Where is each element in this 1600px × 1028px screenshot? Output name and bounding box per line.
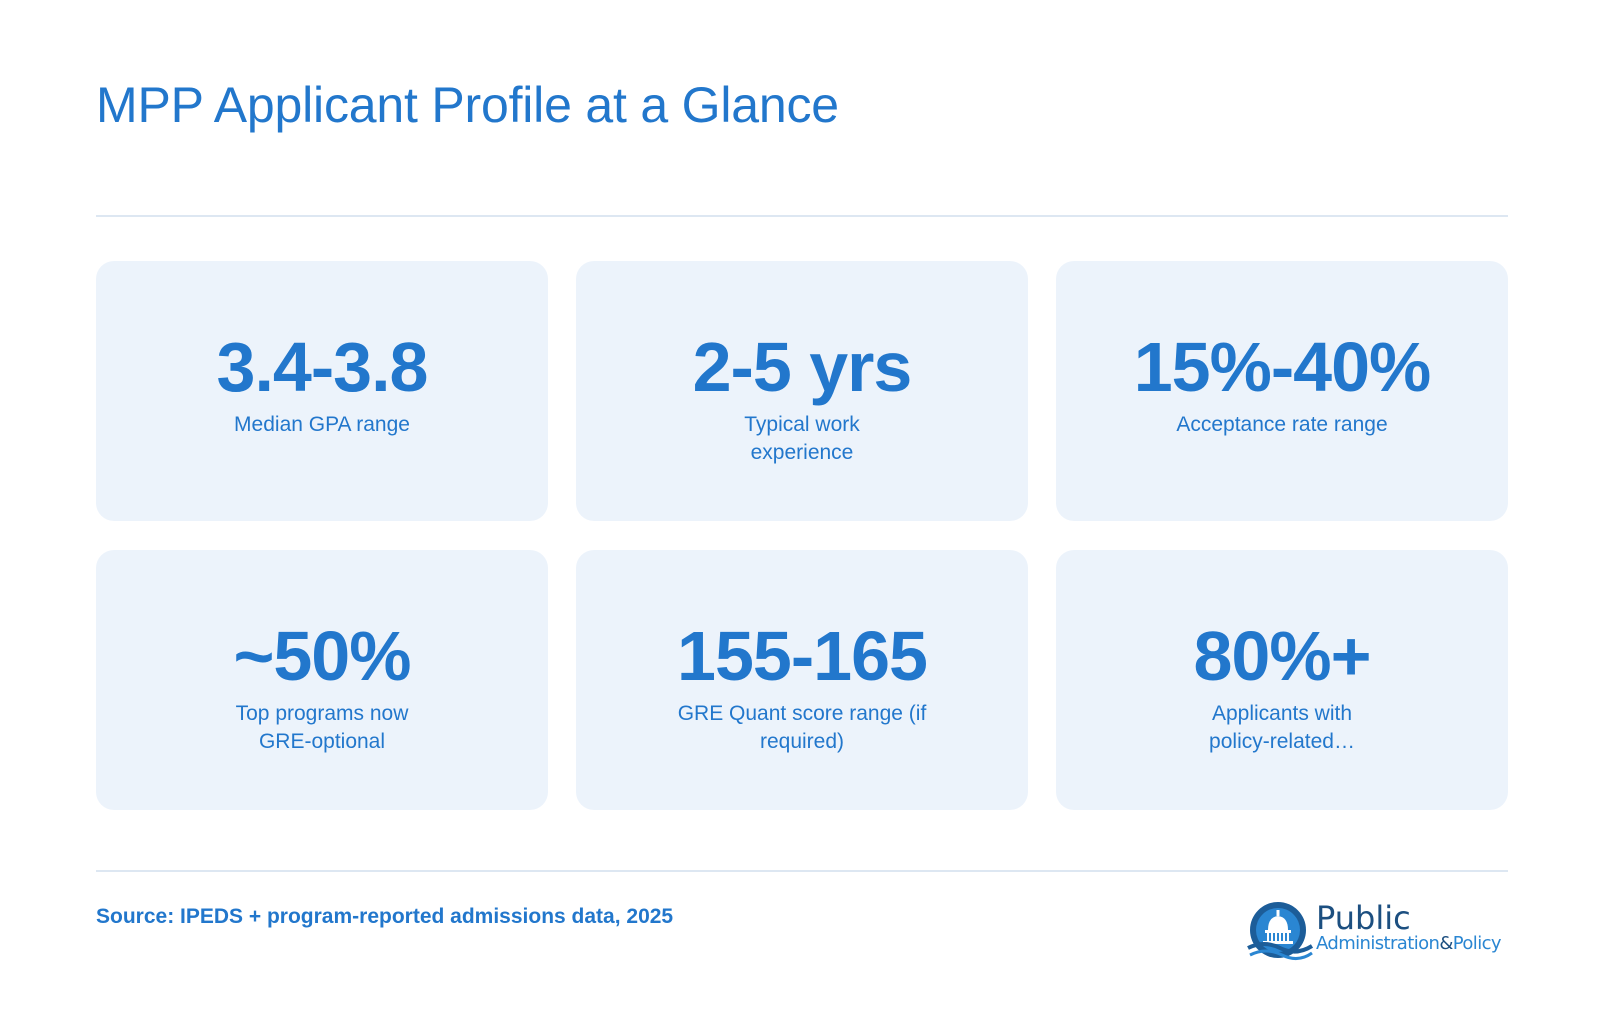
stat-label: Applicants with policy-related… bbox=[1209, 702, 1355, 753]
stat-label: Top programs now GRE-optional bbox=[235, 702, 409, 753]
logo-wordmark-primary: Public bbox=[1316, 899, 1411, 937]
stat-value: 155-165 bbox=[677, 617, 928, 695]
source-note: Source: IPEDS + program-reported admissi… bbox=[96, 905, 674, 928]
stat-value: 80%+ bbox=[1193, 617, 1372, 695]
stats-grid: 3.4-3.8 Median GPA range 2-5 yrs Typical… bbox=[96, 261, 1508, 810]
logo-wordmark-secondary: Administration&Policy bbox=[1316, 932, 1502, 956]
logo-ampersand: & bbox=[1439, 933, 1453, 954]
logo-word-administration: Administration bbox=[1316, 933, 1440, 954]
stat-label: GRE Quant score range (if required) bbox=[677, 702, 927, 753]
publication-logo: Public Administration&Policy bbox=[1246, 900, 1508, 964]
capitol-dome-icon bbox=[1247, 902, 1314, 960]
stat-card-gre-optional: ~50% Top programs now GRE-optional bbox=[96, 550, 548, 810]
bottom-divider bbox=[96, 870, 1508, 872]
stat-card-gpa: 3.4-3.8 Median GPA range bbox=[96, 261, 548, 521]
top-divider bbox=[96, 215, 1508, 217]
stat-label: Acceptance rate range bbox=[1176, 413, 1388, 436]
stat-label: Typical work experience bbox=[744, 413, 860, 464]
logo-word-policy: Policy bbox=[1452, 933, 1502, 954]
stat-value: ~50% bbox=[233, 617, 412, 695]
stat-value: 3.4-3.8 bbox=[216, 328, 429, 406]
page-title: MPP Applicant Profile at a Glance bbox=[96, 77, 839, 133]
stat-value: 2-5 yrs bbox=[692, 328, 913, 406]
stat-value: 15%-40% bbox=[1133, 328, 1432, 406]
stat-card-policy-experience: 80%+ Applicants with policy-related… bbox=[1056, 550, 1508, 810]
stat-card-acceptance-rate: 15%-40% Acceptance rate range bbox=[1056, 261, 1508, 521]
stat-label: Median GPA range bbox=[234, 413, 410, 436]
stat-card-work-experience: 2-5 yrs Typical work experience bbox=[576, 261, 1028, 521]
stat-card-gre-quant: 155-165 GRE Quant score range (if requir… bbox=[576, 550, 1028, 810]
